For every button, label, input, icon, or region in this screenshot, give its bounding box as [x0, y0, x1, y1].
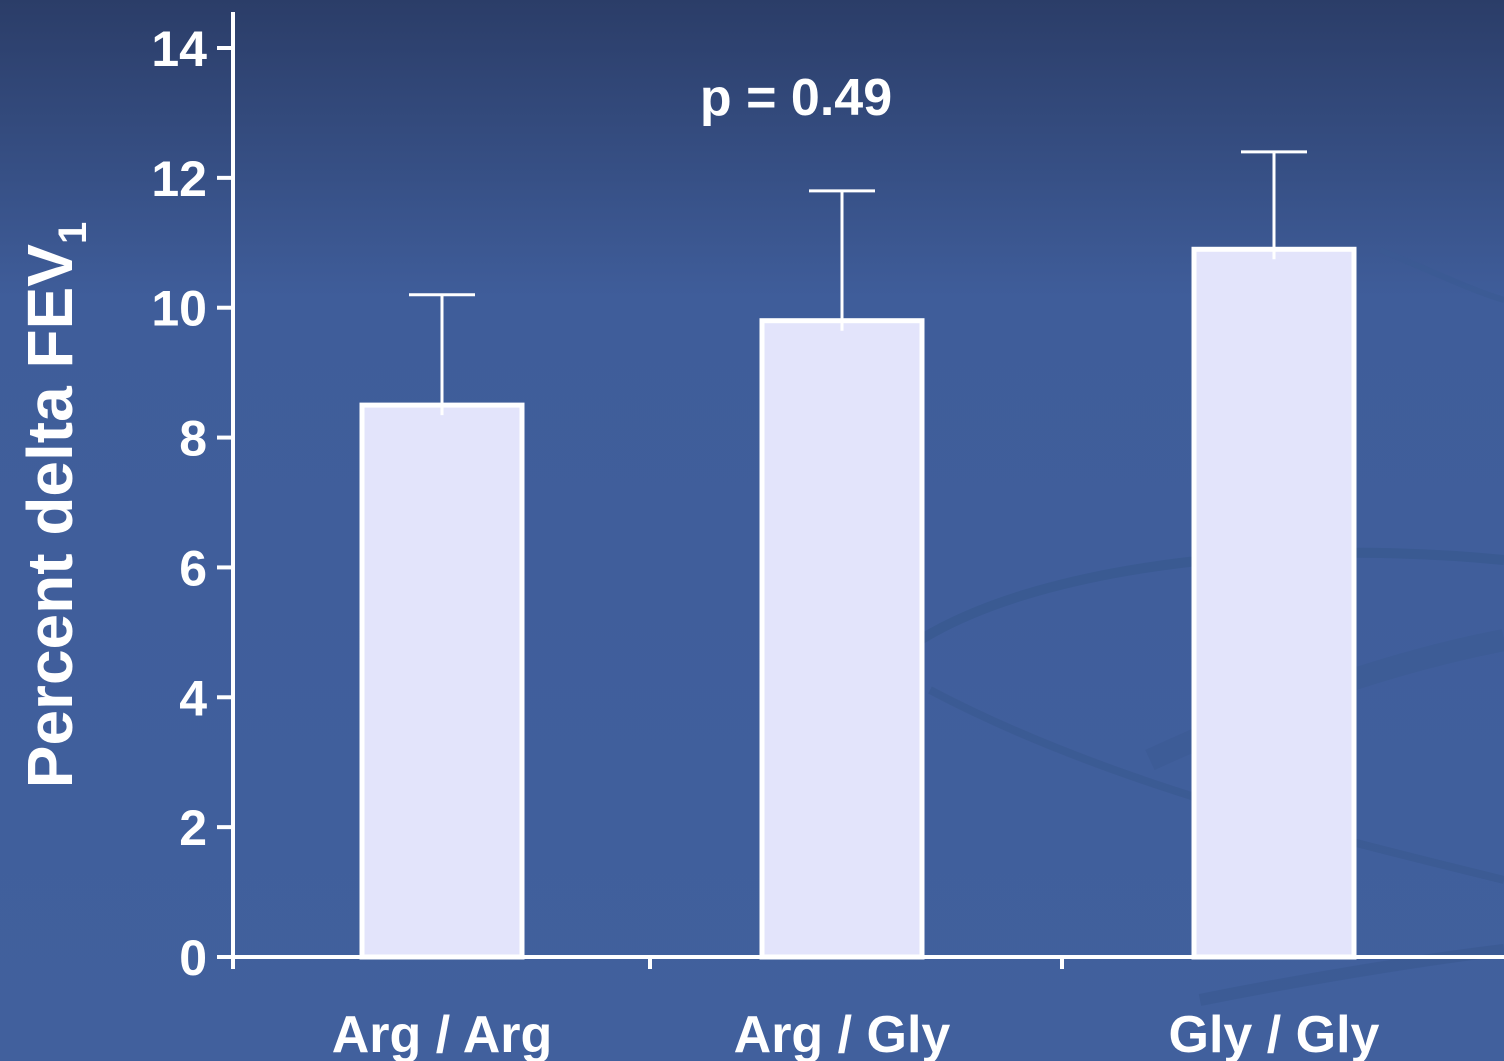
y-axis-title: Percent delta FEV1 — [14, 222, 95, 788]
x-category-label: Arg / Arg — [332, 1006, 553, 1061]
x-category-label: Arg / Gly — [734, 1006, 951, 1061]
bar-gly-gly — [1191, 246, 1357, 960]
bar-arg-gly — [759, 318, 925, 960]
y-tick-label: 8 — [179, 411, 207, 467]
y-tick-label: 0 — [179, 930, 207, 986]
y-tick-label: 12 — [151, 151, 207, 207]
y-axis-title-subscript: 1 — [51, 222, 95, 244]
y-tick-label: 6 — [179, 540, 207, 596]
x-category-label: Gly / Gly — [1169, 1006, 1380, 1061]
y-tick-label: 4 — [179, 670, 207, 726]
bar-arg-arg — [359, 402, 525, 960]
y-tick-label: 2 — [179, 800, 207, 856]
y-tick-label: 10 — [151, 281, 207, 337]
y-tick-label: 14 — [151, 21, 207, 77]
plot-area: 0 2 4 6 8 10 12 14 Arg / Arg Arg / Gly Gly / Gly — [151, 12, 1504, 1061]
y-axis-title-main: Percent delta FEV — [14, 244, 86, 789]
p-value-annotation: p = 0.49 — [700, 69, 892, 127]
